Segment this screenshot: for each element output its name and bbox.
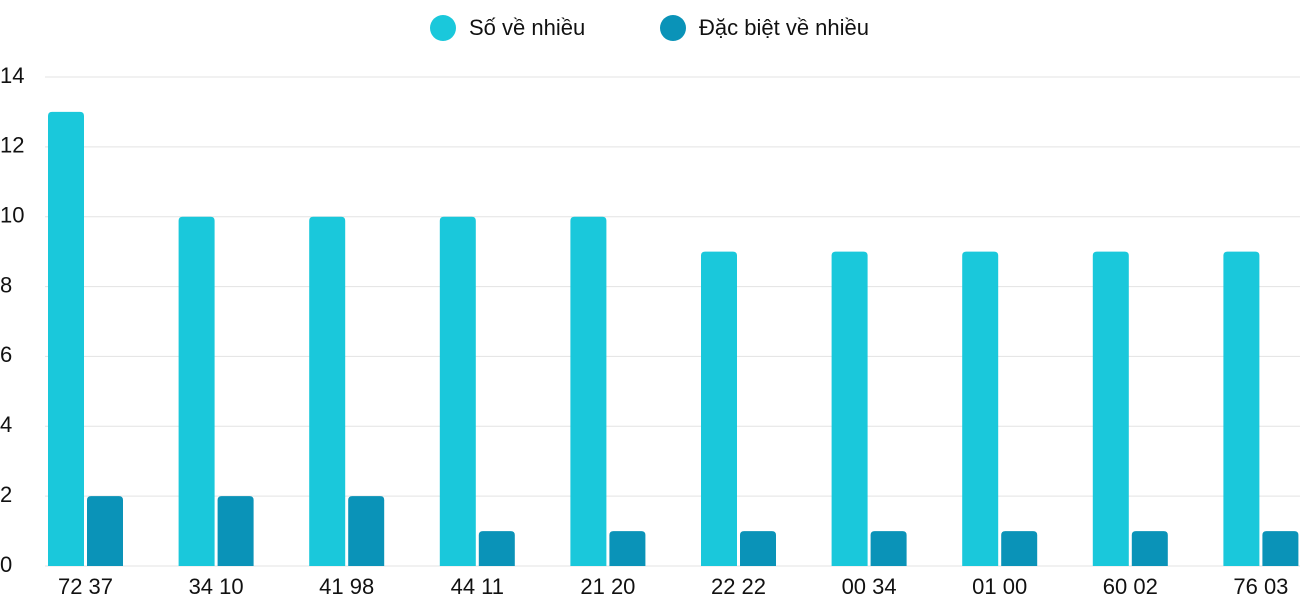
y-tick-label: 2 <box>0 482 12 507</box>
y-tick-label: 10 <box>0 203 24 228</box>
bar <box>87 496 123 566</box>
y-tick-label: 6 <box>0 342 12 367</box>
bar <box>701 251 737 566</box>
bar <box>178 216 215 566</box>
bar <box>309 216 346 566</box>
x-tick-label: 72 37 <box>58 574 113 599</box>
legend-label: Đặc biệt về nhiều <box>699 15 869 40</box>
x-tick-label: 34 10 <box>189 574 244 599</box>
x-tick-label: 00 34 <box>842 574 897 599</box>
y-tick-label: 12 <box>0 133 24 158</box>
bar <box>348 496 385 566</box>
x-tick-label: 44 11 <box>451 574 504 599</box>
legend-swatch <box>430 15 456 41</box>
bar <box>1092 251 1129 566</box>
bar <box>1001 531 1038 566</box>
x-tick-label: 01 00 <box>972 574 1027 599</box>
x-tick-label: 22 22 <box>711 574 766 599</box>
bar <box>831 251 868 566</box>
bar <box>609 531 646 566</box>
bar <box>478 531 515 566</box>
bar <box>870 531 907 566</box>
y-tick-label: 4 <box>0 412 12 437</box>
legend-label: Số về nhiều <box>469 15 585 40</box>
bar <box>1131 531 1168 566</box>
bar <box>740 531 776 566</box>
bar <box>439 216 476 566</box>
bar <box>1223 251 1260 566</box>
x-tick-label: 76 03 <box>1233 574 1288 599</box>
bar <box>962 251 999 566</box>
x-tick-label: 60 02 <box>1103 574 1158 599</box>
y-tick-label: 0 <box>0 552 12 577</box>
y-tick-label: 14 <box>0 63 24 88</box>
bar <box>1262 531 1299 566</box>
bar <box>48 111 84 566</box>
legend-swatch <box>660 15 686 41</box>
x-tick-label: 41 98 <box>319 574 374 599</box>
bar <box>217 496 254 566</box>
x-tick-label: 21 20 <box>580 574 635 599</box>
y-tick-label: 8 <box>0 272 12 297</box>
bar <box>570 216 607 566</box>
